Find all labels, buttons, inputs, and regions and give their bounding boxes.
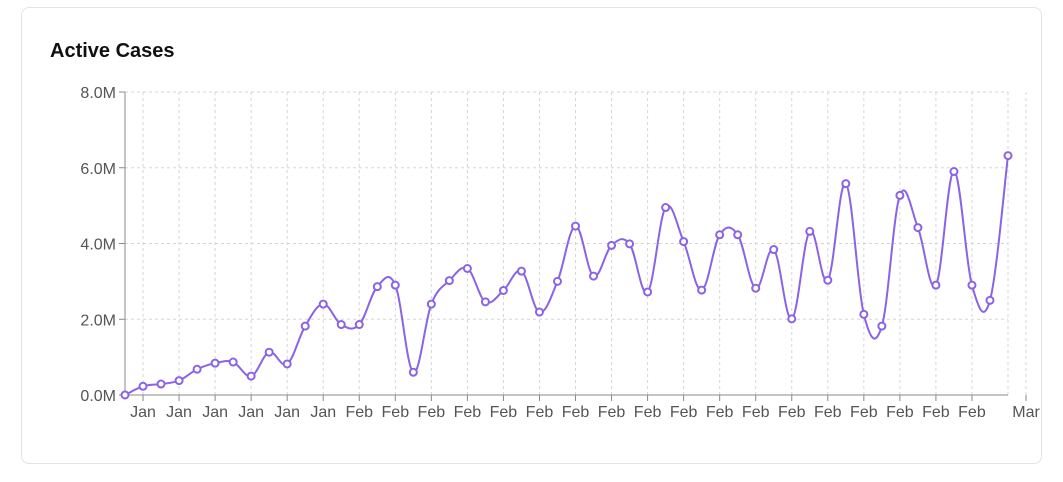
data-point: [120, 390, 130, 400]
data-point: [913, 223, 923, 233]
data-points: [120, 151, 1013, 400]
series-path: [124, 155, 1009, 396]
data-point: [282, 359, 292, 369]
x-tick-label: Jan: [274, 404, 300, 421]
data-point: [516, 266, 526, 276]
x-tick-label: Feb: [670, 404, 698, 421]
data-point: [1003, 151, 1013, 161]
data-point: [372, 282, 382, 292]
series-line: [124, 155, 1009, 396]
y-tick-label: 2.0M: [80, 312, 116, 329]
data-point: [985, 295, 995, 305]
data-point: [769, 245, 779, 255]
data-point: [192, 364, 202, 374]
x-tick-labels: Jan Jan Jan Jan Jan Jan Feb Feb Feb Feb Feb Feb Feb F…: [130, 404, 1040, 421]
x-tick-label: Jan: [166, 404, 192, 421]
data-point: [697, 285, 707, 295]
data-point: [949, 167, 959, 177]
data-point: [318, 299, 328, 309]
data-point: [462, 263, 472, 273]
data-point: [336, 320, 346, 330]
x-tick-label: Feb: [418, 404, 446, 421]
data-point: [498, 285, 508, 295]
x-tick-label: Feb: [598, 404, 626, 421]
data-point: [859, 309, 869, 319]
data-point: [733, 230, 743, 240]
data-point: [390, 280, 400, 290]
x-tick-label: Mar: [1012, 404, 1040, 421]
data-point: [823, 275, 833, 285]
x-tick-label: Feb: [634, 404, 662, 421]
data-point: [408, 367, 418, 377]
x-tick-label: Feb: [490, 404, 518, 421]
x-tick-label: Feb: [742, 404, 770, 421]
data-point: [534, 307, 544, 317]
data-point: [751, 283, 761, 293]
data-point: [679, 237, 689, 247]
y-tick-label: 0.0M: [80, 388, 116, 405]
card-title: Active Cases: [50, 40, 175, 62]
x-tick-label: Feb: [454, 404, 482, 421]
data-point: [210, 358, 220, 368]
data-point: [967, 280, 977, 290]
data-point: [300, 321, 310, 331]
y-tick-label: 8.0M: [80, 85, 116, 102]
data-point: [264, 347, 274, 357]
x-tick-label: Feb: [345, 404, 373, 421]
data-point: [480, 297, 490, 307]
x-tick-label: Feb: [814, 404, 842, 421]
x-tick-label: Feb: [886, 404, 914, 421]
x-tick-label: Jan: [202, 404, 228, 421]
x-tick-label: Feb: [706, 404, 734, 421]
data-point: [895, 190, 905, 200]
data-point: [246, 371, 256, 381]
data-point: [661, 203, 671, 213]
data-point: [174, 376, 184, 386]
data-point: [625, 239, 635, 249]
data-point: [444, 276, 454, 286]
data-point: [354, 320, 364, 330]
data-point: [426, 299, 436, 309]
y-tick-label: 4.0M: [80, 237, 116, 254]
x-tick-label: Feb: [526, 404, 554, 421]
data-point: [841, 179, 851, 189]
x-tick-label: Feb: [922, 404, 950, 421]
x-tick-label: Jan: [310, 404, 336, 421]
data-point: [805, 226, 815, 236]
data-point: [931, 280, 941, 290]
y-tick-label: 6.0M: [80, 161, 116, 178]
x-tick-label: Feb: [778, 404, 806, 421]
axes: [119, 91, 1027, 401]
y-tick-labels: 0.0M 2.0M 4.0M 6.0M 8.0M: [80, 85, 116, 405]
data-point: [877, 321, 887, 331]
active-cases-card: Active Cases: [21, 7, 1042, 464]
x-tick-label: Jan: [238, 404, 264, 421]
data-point: [571, 221, 581, 231]
data-point: [138, 381, 148, 391]
x-tick-label: Jan: [130, 404, 156, 421]
data-point: [643, 287, 653, 297]
data-point: [156, 379, 166, 389]
x-tick-label: Feb: [850, 404, 878, 421]
data-point: [715, 230, 725, 240]
data-point: [228, 357, 238, 367]
data-point: [607, 240, 617, 250]
data-point: [589, 271, 599, 281]
data-point: [787, 314, 797, 324]
x-tick-label: Feb: [958, 404, 986, 421]
data-point: [552, 276, 562, 286]
grid: [125, 91, 1027, 395]
x-tick-label: Feb: [382, 404, 410, 421]
x-tick-label: Feb: [562, 404, 590, 421]
